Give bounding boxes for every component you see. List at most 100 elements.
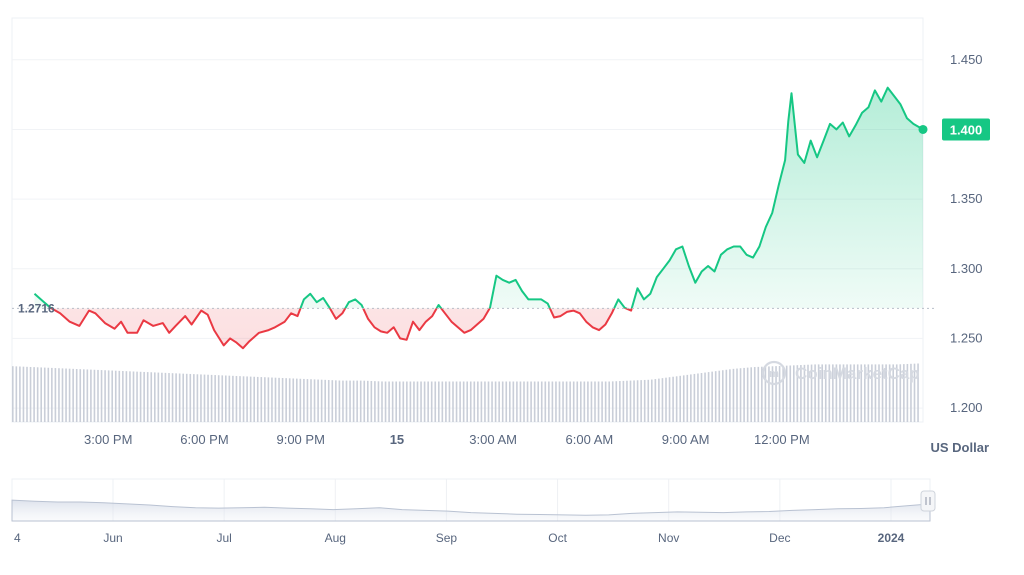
volume-bar bbox=[878, 364, 880, 422]
volume-bar bbox=[338, 380, 341, 422]
volume-bar bbox=[185, 373, 188, 422]
volume-bar bbox=[732, 368, 735, 422]
volume-bar bbox=[874, 364, 877, 422]
volume-bar bbox=[544, 381, 547, 422]
volume-bar bbox=[881, 364, 884, 422]
volume-bar bbox=[384, 381, 387, 422]
volume-bar bbox=[93, 369, 96, 422]
volume-bar bbox=[867, 364, 870, 422]
volume-bar bbox=[306, 379, 309, 422]
y-tick-label: 1.200 bbox=[950, 400, 983, 415]
volume-bar bbox=[65, 368, 67, 422]
volume-bar bbox=[761, 366, 763, 422]
volume-bar bbox=[917, 363, 919, 422]
volume-bar bbox=[540, 381, 543, 422]
volume-bar bbox=[189, 373, 192, 422]
volume-bar bbox=[264, 377, 266, 422]
volume-bar bbox=[583, 381, 586, 422]
volume-bar bbox=[864, 364, 866, 422]
volume-bar bbox=[622, 380, 625, 422]
reference-label: 1.2716 bbox=[18, 301, 55, 315]
volume-bar bbox=[75, 368, 78, 422]
volume-bar bbox=[807, 364, 809, 422]
x-tick-label: 9:00 AM bbox=[662, 432, 710, 447]
volume-bar bbox=[800, 365, 802, 422]
volume-bar bbox=[285, 378, 287, 422]
volume-bar bbox=[768, 366, 770, 422]
volume-bar bbox=[462, 381, 465, 422]
volume-bar bbox=[86, 369, 89, 422]
volume-bar bbox=[743, 367, 745, 422]
volume-bar bbox=[686, 374, 689, 422]
volume-bar bbox=[239, 376, 241, 422]
volume-bar bbox=[739, 368, 742, 422]
currency-unit-label: US Dollar bbox=[930, 440, 989, 455]
volume-bar bbox=[658, 378, 660, 422]
x-tick-label: 12:00 PM bbox=[754, 432, 810, 447]
volume-bar bbox=[821, 364, 823, 422]
volume-bar bbox=[729, 369, 731, 422]
volume-bar bbox=[519, 381, 522, 422]
volume-bar bbox=[473, 381, 476, 422]
volume-bar bbox=[654, 379, 657, 422]
volume-bar bbox=[775, 366, 777, 422]
volume-bar bbox=[793, 365, 795, 422]
volume-bar bbox=[352, 380, 355, 422]
watermark-logo-glyph: m bbox=[769, 368, 779, 380]
volume-bar bbox=[498, 381, 500, 422]
volume-bar bbox=[395, 381, 397, 422]
volume-bar bbox=[40, 367, 42, 422]
navigator-tick-label: Sep bbox=[436, 531, 458, 545]
volume-bar bbox=[335, 380, 337, 422]
volume-bar bbox=[171, 373, 174, 422]
volume-bar bbox=[895, 364, 898, 422]
volume-bar bbox=[764, 366, 767, 422]
volume-bar bbox=[430, 381, 433, 422]
volume-bar bbox=[178, 373, 181, 422]
volume-bar bbox=[203, 374, 206, 422]
volume-bar bbox=[122, 371, 124, 422]
volume-bar bbox=[33, 367, 35, 422]
volume-bar bbox=[682, 375, 685, 422]
navigator-tick-label: 4 bbox=[14, 531, 21, 545]
volume-bar bbox=[725, 369, 728, 422]
volume-bar bbox=[810, 364, 813, 422]
volume-bar bbox=[441, 381, 444, 422]
volume-bar bbox=[292, 378, 295, 422]
volume-bar bbox=[235, 375, 238, 422]
volume-bar bbox=[420, 381, 422, 422]
volume-bar bbox=[619, 381, 621, 422]
volume-bar bbox=[136, 371, 138, 422]
volume-bar bbox=[228, 375, 231, 422]
volume-bar bbox=[871, 364, 873, 422]
volume-bar bbox=[367, 380, 369, 422]
navigator-handle-body[interactable] bbox=[920, 490, 936, 512]
volume-bar bbox=[331, 380, 334, 422]
volume-bar bbox=[789, 365, 792, 422]
y-tick-label: 1.250 bbox=[950, 330, 983, 345]
volume-bar bbox=[391, 381, 394, 422]
navigator-handle[interactable] bbox=[920, 490, 936, 512]
x-tick-label: 6:00 AM bbox=[566, 432, 614, 447]
volume-bar bbox=[363, 380, 366, 422]
volume-bar bbox=[604, 381, 607, 422]
volume-bar bbox=[68, 368, 71, 422]
volume-bar bbox=[143, 371, 145, 422]
volume-bar bbox=[83, 369, 85, 422]
volume-bar bbox=[406, 381, 408, 422]
volume-bar bbox=[349, 380, 351, 422]
volume-bar bbox=[377, 381, 380, 422]
volume-bar bbox=[477, 381, 479, 422]
volume-bar bbox=[484, 381, 486, 422]
current-price-badge bbox=[942, 118, 990, 141]
range-navigator[interactable]: 4 Jun Jul Aug Sep Oct Nov Dec 2024 bbox=[11, 478, 936, 545]
volume-bar bbox=[260, 377, 263, 422]
volume-bar bbox=[629, 380, 632, 422]
volume-bar bbox=[455, 381, 458, 422]
volume-bar bbox=[221, 375, 224, 422]
volume-bar bbox=[736, 368, 738, 422]
volume-bar bbox=[714, 371, 717, 422]
volume-bar bbox=[388, 381, 390, 422]
volume-bar bbox=[217, 375, 220, 422]
volume-bar bbox=[892, 364, 894, 422]
